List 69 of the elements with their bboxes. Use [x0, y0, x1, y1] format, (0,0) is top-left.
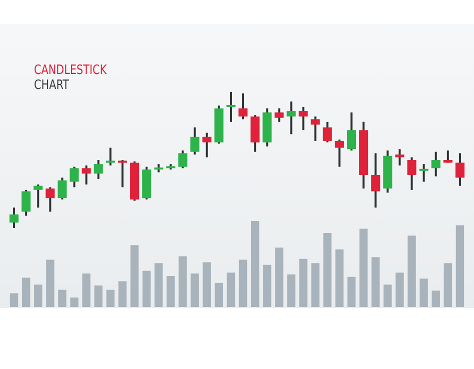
- candlestick: [118, 159, 128, 188]
- bar: [311, 263, 320, 307]
- bar: [118, 281, 127, 307]
- bar: [432, 290, 440, 307]
- bar: [238, 260, 248, 307]
- candlestick: [202, 132, 212, 158]
- bar: [82, 273, 90, 307]
- candlestick: [395, 148, 404, 166]
- candlestick: [46, 186, 55, 213]
- bar: [10, 293, 18, 307]
- candlestick: [82, 164, 91, 186]
- candlestick: [34, 183, 43, 209]
- candlestick: [334, 138, 344, 168]
- bar: [263, 264, 272, 307]
- chart-subtitle: CHART: [34, 78, 70, 93]
- bar: [58, 290, 66, 307]
- bar: [94, 286, 102, 307]
- bar: [323, 233, 332, 307]
- bar: [456, 225, 464, 307]
- bar: [46, 260, 54, 307]
- bar: [250, 221, 260, 307]
- bar: [287, 274, 296, 307]
- candlestick: [371, 152, 380, 209]
- candlestick: [443, 149, 452, 164]
- bar: [34, 284, 42, 307]
- bar: [202, 262, 211, 307]
- candlestick: [431, 150, 440, 178]
- candlestick: [298, 106, 308, 132]
- candlestick: [322, 120, 332, 144]
- bar: [70, 298, 78, 307]
- bar: [384, 284, 392, 307]
- bar: [166, 276, 175, 307]
- bar: [178, 256, 187, 307]
- candlestick: [346, 111, 356, 152]
- bar: [275, 248, 284, 307]
- candlestick: [226, 91, 236, 123]
- bar: [226, 272, 236, 307]
- bar: [359, 228, 368, 307]
- bar: [347, 276, 356, 307]
- bar: [299, 258, 308, 307]
- bar: [154, 263, 163, 307]
- candlestick: [310, 115, 320, 142]
- bar: [420, 278, 428, 307]
- bar: [372, 257, 380, 307]
- candlestick: [455, 152, 464, 187]
- bar: [408, 236, 416, 307]
- candlestick: [70, 166, 79, 188]
- candlestick: [190, 126, 200, 156]
- bar: [214, 282, 224, 307]
- bar: [106, 290, 115, 307]
- bar: [444, 263, 452, 307]
- candlestick: [274, 107, 284, 123]
- chart-title: CANDLESTICK: [34, 63, 107, 78]
- bar: [190, 273, 199, 307]
- bar: [22, 278, 30, 307]
- candlestick: [407, 156, 416, 191]
- candlestick: [238, 92, 248, 120]
- bar: [142, 270, 151, 307]
- candlestick: [22, 188, 31, 217]
- bar: [130, 245, 139, 307]
- candlestick: [10, 206, 19, 229]
- bar: [335, 249, 344, 307]
- candlestick: [178, 149, 188, 170]
- candlestick: [58, 176, 67, 200]
- candlestick: [419, 163, 428, 183]
- candlestick: [94, 159, 103, 180]
- bar: [396, 272, 404, 307]
- candlestick: [286, 100, 296, 136]
- candlestick: [106, 146, 115, 166]
